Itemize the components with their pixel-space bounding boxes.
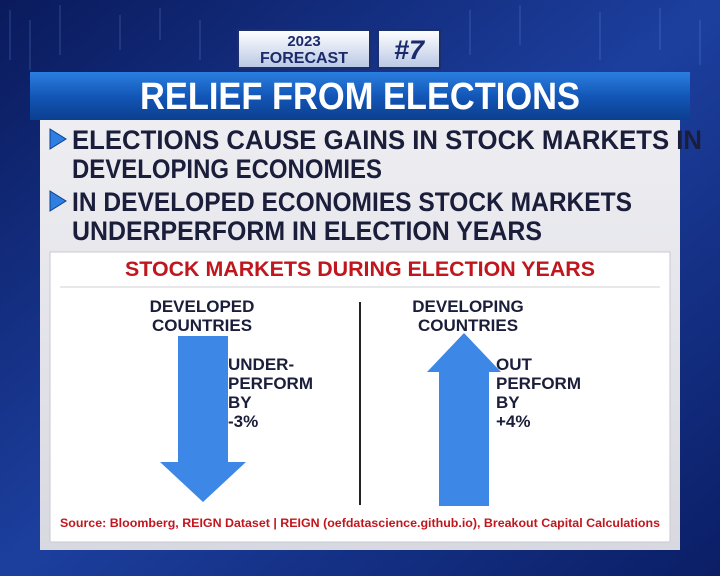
- badge-number-box: [377, 29, 441, 69]
- bullet-line: DEVELOPING ECONOMIES: [72, 154, 382, 184]
- badge-label: FORECAST: [260, 50, 348, 67]
- note-line: OUT: [496, 355, 533, 374]
- badge-box: [237, 29, 371, 69]
- badge-number: #7: [394, 35, 426, 65]
- bullets: ELECTIONS CAUSE GAINS IN STOCK MARKETS I…: [49, 125, 702, 246]
- bullet-line: ELECTIONS CAUSE GAINS IN STOCK MARKETS I…: [72, 125, 702, 155]
- up-arrow: [427, 333, 501, 506]
- group-label: DEVELOPING: [412, 297, 523, 316]
- group-label: COUNTRIES: [152, 316, 252, 335]
- title: RELIEF FROM ELECTIONS: [140, 76, 580, 118]
- bullet-marker: [49, 128, 67, 150]
- card-heading: STOCK MARKETS DURING ELECTION YEARS: [125, 258, 595, 281]
- note-line: -3%: [228, 412, 258, 431]
- badge-year: 2023: [287, 33, 320, 50]
- down-arrow: [160, 336, 246, 502]
- group-label: COUNTRIES: [418, 316, 518, 335]
- bullet-marker: [49, 190, 67, 212]
- source: Source: Bloomberg, REIGN Dataset | REIGN…: [60, 516, 660, 530]
- note-line: BY: [228, 393, 252, 412]
- bullet-line: UNDERPERFORM IN ELECTION YEARS: [72, 216, 542, 246]
- title-band: [30, 72, 690, 120]
- note-line: BY: [496, 393, 520, 412]
- background-ticker: [9, 5, 701, 70]
- group-label: DEVELOPED: [150, 297, 255, 316]
- note-line: PERFORM: [228, 374, 313, 393]
- note-line: PERFORM: [496, 374, 581, 393]
- note-line: +4%: [496, 412, 531, 431]
- bullet-line: IN DEVELOPED ECONOMIES STOCK MARKETS: [72, 187, 632, 217]
- note-line: UNDER-: [228, 355, 294, 374]
